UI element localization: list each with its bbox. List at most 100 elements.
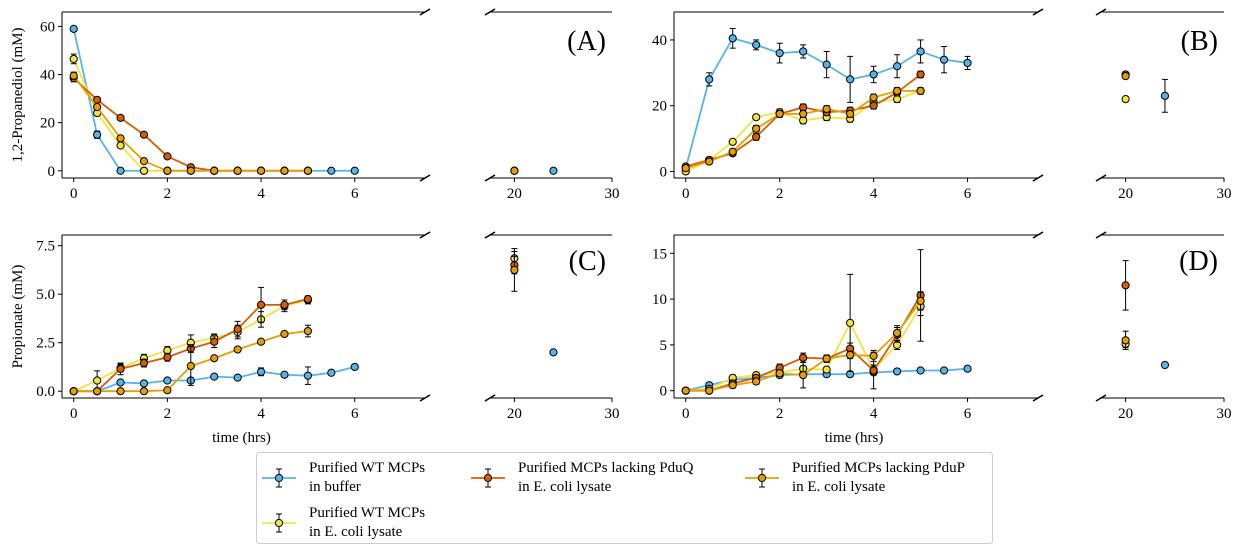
legend-entry-wt_buffer: Purified WT MCPs in buffer (262, 460, 425, 495)
panel-label: (B) (1181, 26, 1218, 57)
data-point (939, 55, 949, 64)
data-point (705, 157, 714, 166)
x-tick-label: 2 (164, 186, 172, 202)
data-point (93, 387, 102, 396)
axis-break-mark (484, 394, 496, 402)
x-tick-label: 6 (351, 186, 359, 202)
series-no_pdup (681, 71, 1130, 173)
data-point (799, 47, 808, 56)
data-point (728, 137, 737, 146)
series-wt_lysate (69, 250, 519, 396)
x-tick-label: 20 (507, 406, 522, 422)
y-axis-label: Propionate (mM) (10, 265, 26, 369)
series-wt_lysate (681, 273, 1130, 395)
data-point (799, 109, 808, 119)
x-tick-label: 30 (1217, 186, 1232, 202)
data-point (681, 386, 690, 395)
data-point (163, 386, 172, 395)
data-point (869, 70, 878, 79)
x-tick-label: 20 (1118, 406, 1133, 422)
legend-marker (757, 473, 767, 483)
data-point (280, 329, 289, 339)
data-point (233, 373, 242, 382)
data-point (93, 376, 102, 385)
data-point (916, 366, 925, 375)
data-point (163, 152, 172, 161)
axis-break-mark (1095, 8, 1107, 16)
data-point (93, 102, 102, 112)
data-point (705, 386, 714, 395)
series-no_pdup (69, 71, 519, 175)
data-point (1160, 91, 1170, 100)
legend-entry-no_pdup: Purified MCPs lacking PduP in E. coli lys… (745, 460, 965, 495)
data-point (681, 164, 690, 173)
data-point (186, 361, 195, 371)
data-point (510, 166, 519, 175)
panel-b: 0 20 40 0 2 4 6 20 30 (B) (652, 8, 1232, 202)
x-tick-label: 4 (257, 186, 265, 202)
data-point (892, 367, 902, 376)
y-tick-label: 5 (660, 338, 668, 354)
data-point (303, 326, 313, 336)
data-point (846, 109, 855, 119)
data-point (916, 47, 925, 56)
axis-break-mark (1095, 394, 1107, 402)
data-point (116, 134, 125, 143)
data-point (350, 166, 359, 175)
data-point (350, 362, 359, 372)
series-no_pduq (69, 74, 519, 175)
x-tick-label: 0 (682, 186, 690, 202)
data-point (116, 364, 125, 373)
data-point (69, 54, 78, 64)
x-tick-label: 2 (164, 406, 172, 422)
data-point (752, 124, 761, 133)
data-point (186, 166, 195, 175)
axis-break-mark (1095, 231, 1107, 239)
data-point (280, 370, 289, 379)
y-tick-label: 15 (652, 246, 667, 262)
data-point (752, 377, 761, 386)
data-point (280, 300, 289, 309)
series-line (72, 28, 355, 172)
series-no_pduq (681, 249, 1130, 395)
x-tick-label: 2 (776, 406, 784, 422)
x-tick-label: 30 (605, 186, 620, 202)
axis-break-mark (1095, 174, 1107, 182)
data-point (822, 104, 831, 114)
data-point (822, 354, 831, 363)
data-point (116, 378, 125, 387)
y-tick-label: 0.0 (36, 384, 55, 400)
x-tick-label: 2 (776, 186, 784, 202)
x-tick-label: 4 (257, 406, 265, 422)
axis-break-mark (419, 394, 431, 402)
data-point (256, 300, 266, 309)
y-tick-label: 0 (48, 164, 56, 180)
series-wt_lysate (681, 86, 1130, 176)
data-point (233, 345, 242, 354)
data-point (69, 71, 78, 80)
data-point (303, 371, 313, 380)
series-line (72, 75, 308, 172)
y-tick-label: 20 (652, 99, 667, 115)
data-point (822, 365, 831, 374)
data-point (256, 166, 266, 175)
data-point (728, 34, 737, 43)
data-point (799, 371, 808, 380)
data-point (116, 387, 125, 396)
y-tick-label: 7.5 (36, 239, 55, 255)
data-point (869, 366, 878, 375)
data-point (93, 130, 102, 139)
y-axis-label: 1,2-Propanediol (mM) (10, 28, 26, 163)
panel-label: (A) (567, 26, 606, 57)
x-tick-label: 6 (964, 186, 972, 202)
series-line (685, 90, 921, 173)
legend-marker (483, 473, 493, 483)
data-point (705, 75, 714, 84)
data-point (892, 86, 902, 95)
data-point (69, 387, 78, 396)
data-point (116, 141, 125, 150)
y-tick-label: 40 (40, 68, 55, 84)
data-point (752, 132, 761, 142)
data-point (116, 166, 125, 175)
